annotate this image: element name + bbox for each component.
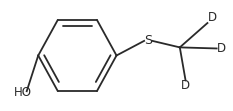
Text: D: D [181, 79, 190, 92]
Text: D: D [207, 11, 217, 24]
Text: D: D [217, 42, 226, 55]
Text: S: S [144, 34, 152, 47]
Text: HO: HO [14, 86, 32, 99]
